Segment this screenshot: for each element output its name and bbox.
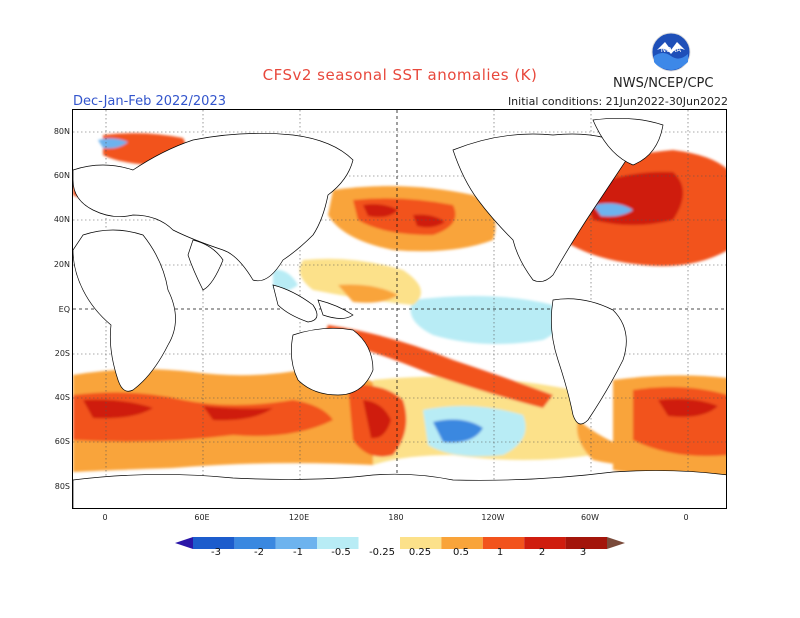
lat-label-80s: 80S [54, 482, 70, 491]
colorbar-label-neg1: -1 [293, 547, 303, 558]
colorbar-segment [358, 537, 400, 549]
colorbar-label-neg2: -2 [254, 547, 264, 558]
lon-label-180: 180 [388, 513, 404, 522]
arctic-cool-patch [98, 138, 128, 149]
north-america-outline [452, 133, 634, 282]
colorbar-segment [317, 537, 359, 549]
colorbar-label-2: 2 [538, 547, 546, 558]
antarctica-outline [73, 470, 726, 508]
south-america-west-warm [577, 420, 673, 465]
season-label: Dec-Jan-Feb 2022/2023 [73, 94, 226, 109]
agency-label: NWS/NCEP/CPC [613, 76, 714, 91]
map-svg [73, 110, 726, 508]
australia-outline [291, 328, 374, 396]
colorbar-label-025: 0.25 [408, 547, 432, 558]
india-outline [187, 239, 224, 291]
colorbar-segment [234, 537, 276, 549]
lat-label-60s: 60S [54, 437, 70, 446]
south-america-outline [551, 298, 627, 425]
lon-label-0-right: 0 [683, 513, 689, 522]
west-pacific-warm-2 [338, 284, 398, 303]
lat-label-40n: 40N [53, 215, 70, 224]
colorbar-segment [193, 537, 235, 549]
lon-label-0-left: 0 [102, 513, 108, 522]
colorbar-label-1: 1 [496, 547, 504, 558]
equatorial-pacific-cool [410, 296, 561, 344]
noaa-logo: NOAA [651, 32, 691, 72]
greenland-outline [592, 117, 664, 166]
north-atlantic-cool-streak [593, 203, 633, 217]
colorbar-segment [565, 537, 607, 549]
lon-label-60w: 60W [580, 513, 600, 522]
north-pacific-core [363, 204, 445, 228]
chart-title: CFSv2 seasonal SST anomalies (K) [262, 66, 538, 84]
lat-label-60n: 60N [53, 171, 70, 180]
colorbar-label-neg05: -0.5 [331, 547, 351, 558]
lon-label-120e: 120E [288, 513, 310, 522]
tasman-strong-warm [363, 400, 391, 439]
indian-ocean-strong-warm [83, 399, 273, 421]
colorbar-arrow-low [175, 537, 193, 549]
lat-label-20n: 20N [53, 260, 70, 269]
colorbar-segment [275, 537, 318, 549]
colorbar-label-neg3: -3 [211, 547, 221, 558]
africa-outline [73, 229, 176, 392]
lon-label-120w: 120W [481, 513, 505, 522]
colorbar [175, 537, 625, 549]
lat-label-40s: 40S [54, 393, 70, 402]
sst-anomaly-map [72, 109, 727, 509]
colorbar-segment [524, 537, 566, 549]
logo-text: NOAA [661, 46, 682, 54]
colorbar-label-neg025: -0.25 [369, 547, 395, 558]
anomaly-fields [73, 133, 726, 479]
atlantic-south-warm [633, 386, 726, 457]
lon-label-60e: 60E [194, 513, 210, 522]
colorbar-segment [482, 537, 525, 549]
colorbar-arrow-high [607, 537, 625, 549]
colorbar-label-3: 3 [579, 547, 587, 558]
continents [73, 117, 726, 508]
atlantic-south-strong-warm [658, 398, 718, 417]
lat-label-eq: EQ [58, 305, 70, 314]
colorbar-segment [441, 537, 483, 549]
south-pacific-diagonal-warm [323, 325, 553, 408]
se-asia-islands [272, 284, 354, 323]
colorbar-segment [400, 537, 442, 549]
colorbar-label-05: 0.5 [453, 547, 469, 558]
initial-conditions-label: Initial conditions: 21Jun2022-30Jun2022 [507, 95, 728, 108]
lat-label-20s: 20S [54, 349, 70, 358]
bay-of-bengal-cool [273, 269, 298, 291]
eurasia-outline [73, 132, 354, 282]
equator-dateline [73, 110, 726, 508]
south-pacific-strong-cool [433, 419, 483, 443]
lat-label-80n: 80N [53, 127, 70, 136]
